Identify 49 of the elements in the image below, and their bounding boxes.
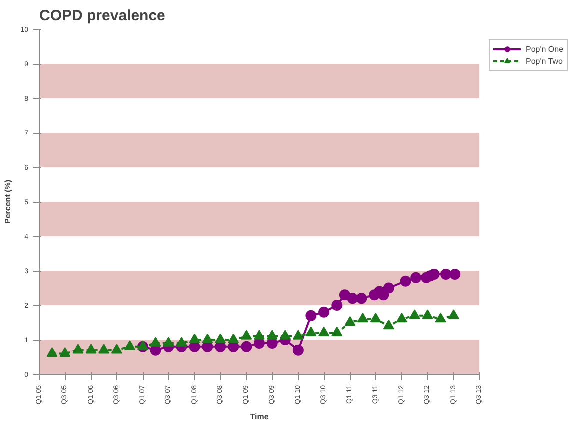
point <box>60 348 71 358</box>
point <box>332 300 343 311</box>
point <box>86 344 97 354</box>
point <box>292 330 304 340</box>
point <box>410 272 422 284</box>
point <box>150 337 162 347</box>
point <box>202 334 214 344</box>
point <box>241 330 252 340</box>
point <box>306 326 317 336</box>
point <box>189 334 200 344</box>
point <box>254 330 265 340</box>
point <box>347 293 358 304</box>
point <box>228 334 240 344</box>
point <box>98 344 110 354</box>
point <box>422 310 434 320</box>
point <box>72 344 84 354</box>
point <box>450 268 461 280</box>
point <box>111 344 122 354</box>
point <box>400 276 412 287</box>
chart-title: COPD prevalence <box>40 8 166 24</box>
point <box>124 340 136 350</box>
point <box>163 337 174 347</box>
legend-label: Pop'n One <box>526 44 564 54</box>
point <box>46 348 58 358</box>
point <box>215 334 226 344</box>
point <box>306 310 317 322</box>
point <box>356 293 368 304</box>
point <box>396 313 408 323</box>
legend-label: Pop'n Two <box>526 56 563 66</box>
point <box>241 341 252 352</box>
point <box>428 268 440 280</box>
point <box>292 344 304 356</box>
point <box>176 337 188 347</box>
point <box>383 320 394 330</box>
point <box>435 313 446 323</box>
point <box>370 313 382 323</box>
point <box>409 310 420 320</box>
y-axis-title: Percent (%) <box>4 180 13 224</box>
point <box>318 326 330 336</box>
point <box>318 306 330 318</box>
point <box>448 310 460 320</box>
point <box>383 282 394 294</box>
point <box>344 316 356 326</box>
point <box>332 326 343 336</box>
x-axis-title: Time <box>250 412 270 422</box>
point <box>266 330 278 340</box>
point <box>440 268 452 280</box>
point <box>280 330 291 340</box>
point <box>357 313 368 323</box>
